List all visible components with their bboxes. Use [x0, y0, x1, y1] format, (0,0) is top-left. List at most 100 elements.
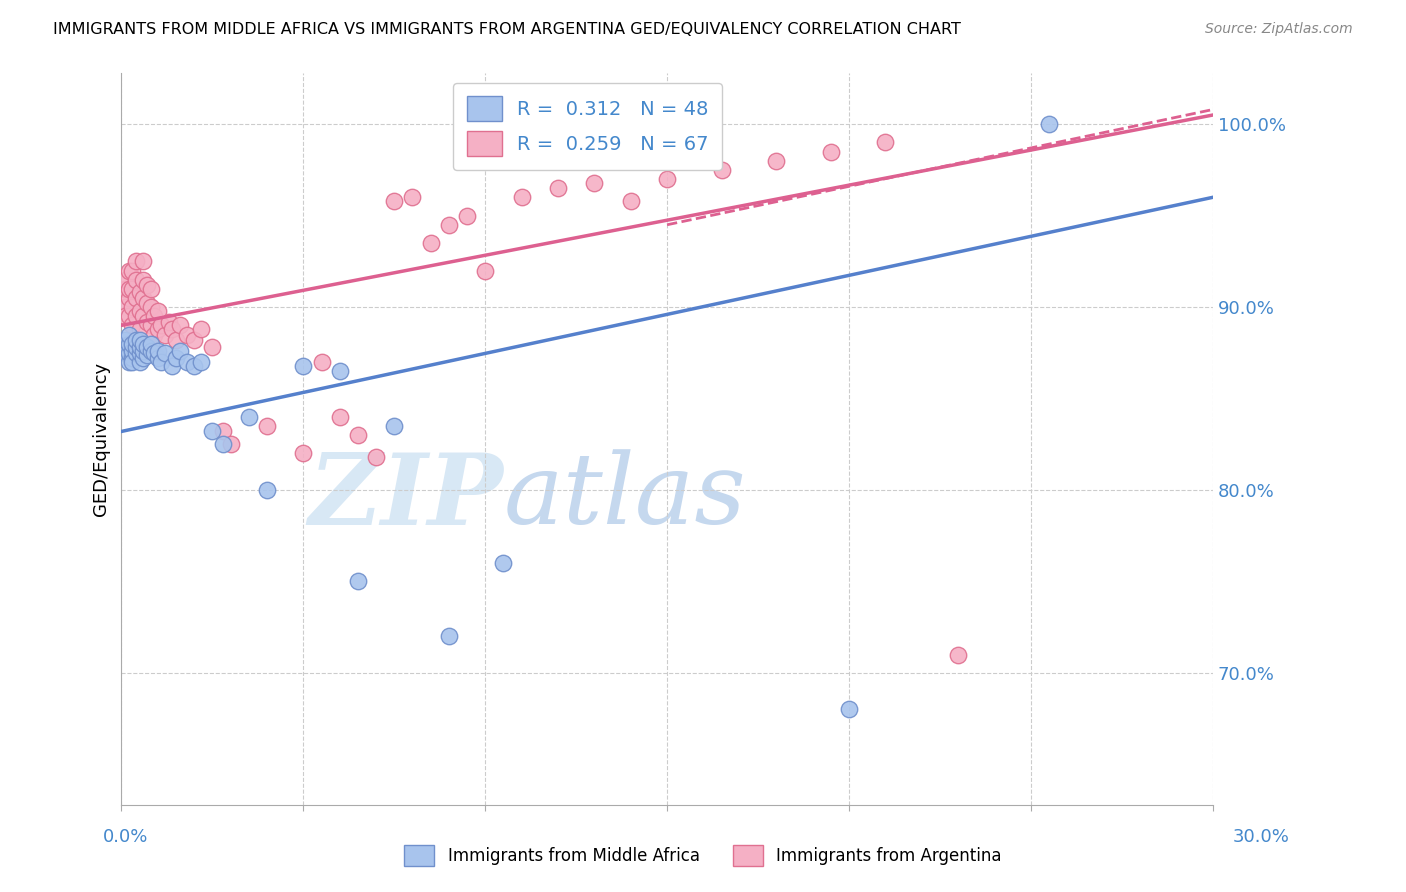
Point: [132, 310, 155, 324]
Point: [150, 318, 173, 333]
Point: [201, 340, 224, 354]
Point: [219, 437, 242, 451]
Point: [401, 190, 423, 204]
Point: [128, 303, 150, 318]
Point: [212, 437, 235, 451]
Point: [347, 428, 370, 442]
Point: [118, 282, 141, 296]
Point: [183, 359, 205, 373]
Point: [114, 310, 136, 324]
Point: [820, 145, 842, 159]
Point: [121, 282, 143, 296]
Point: [190, 322, 212, 336]
Point: [190, 355, 212, 369]
Point: [139, 282, 162, 296]
Point: [292, 359, 315, 373]
Point: [946, 648, 969, 662]
Point: [128, 340, 150, 354]
Point: [128, 322, 150, 336]
Point: [118, 346, 141, 360]
Point: [165, 333, 187, 347]
Point: [347, 574, 370, 589]
Point: [121, 263, 143, 277]
Point: [128, 333, 150, 347]
Point: [157, 315, 180, 329]
Point: [125, 310, 148, 324]
Point: [311, 355, 333, 369]
Point: [153, 346, 176, 360]
Point: [162, 359, 184, 373]
Point: [169, 318, 191, 333]
Point: [838, 702, 860, 716]
Text: ZIP: ZIP: [308, 449, 503, 546]
Point: [153, 327, 176, 342]
Point: [114, 300, 136, 314]
Point: [212, 425, 235, 439]
Point: [655, 172, 678, 186]
Point: [118, 310, 141, 324]
Point: [201, 425, 224, 439]
Point: [118, 291, 141, 305]
Point: [875, 136, 897, 150]
Text: IMMIGRANTS FROM MIDDLE AFRICA VS IMMIGRANTS FROM ARGENTINA GED/EQUIVALENCY CORRE: IMMIGRANTS FROM MIDDLE AFRICA VS IMMIGRA…: [53, 22, 962, 37]
Point: [125, 291, 148, 305]
Y-axis label: GED/Equivalency: GED/Equivalency: [93, 361, 110, 516]
Point: [710, 162, 733, 177]
Point: [437, 629, 460, 643]
Point: [114, 346, 136, 360]
Point: [132, 291, 155, 305]
Point: [382, 419, 405, 434]
Point: [382, 194, 405, 208]
Point: [146, 303, 169, 318]
Point: [510, 190, 533, 204]
Text: 0.0%: 0.0%: [103, 828, 148, 846]
Point: [135, 340, 157, 354]
Point: [139, 318, 162, 333]
Point: [118, 355, 141, 369]
Point: [165, 351, 187, 366]
Point: [135, 348, 157, 362]
Point: [121, 336, 143, 351]
Point: [132, 336, 155, 351]
Point: [128, 355, 150, 369]
Point: [146, 343, 169, 358]
Point: [118, 263, 141, 277]
Point: [238, 409, 260, 424]
Point: [128, 346, 150, 360]
Point: [139, 336, 162, 351]
Point: [118, 327, 141, 342]
Point: [292, 446, 315, 460]
Point: [256, 419, 278, 434]
Point: [256, 483, 278, 497]
Point: [492, 556, 515, 570]
Point: [169, 343, 191, 358]
Point: [150, 355, 173, 369]
Point: [114, 273, 136, 287]
Point: [765, 153, 787, 168]
Point: [135, 296, 157, 310]
Point: [143, 327, 166, 342]
Point: [547, 181, 569, 195]
Point: [143, 310, 166, 324]
Point: [114, 340, 136, 354]
Point: [128, 285, 150, 300]
Point: [132, 351, 155, 366]
Text: atlas: atlas: [503, 450, 747, 545]
Point: [132, 254, 155, 268]
Point: [146, 322, 169, 336]
Point: [125, 333, 148, 347]
Point: [125, 273, 148, 287]
Point: [419, 235, 441, 250]
Point: [364, 450, 387, 464]
Legend: R =  0.312   N = 48, R =  0.259   N = 67: R = 0.312 N = 48, R = 0.259 N = 67: [453, 83, 723, 169]
Point: [162, 322, 184, 336]
Point: [132, 343, 155, 358]
Point: [456, 209, 478, 223]
Point: [474, 263, 496, 277]
Point: [121, 300, 143, 314]
Point: [121, 318, 143, 333]
Point: [583, 176, 606, 190]
Point: [176, 327, 198, 342]
Point: [118, 336, 141, 351]
Legend: Immigrants from Middle Africa, Immigrants from Argentina: Immigrants from Middle Africa, Immigrant…: [398, 838, 1008, 873]
